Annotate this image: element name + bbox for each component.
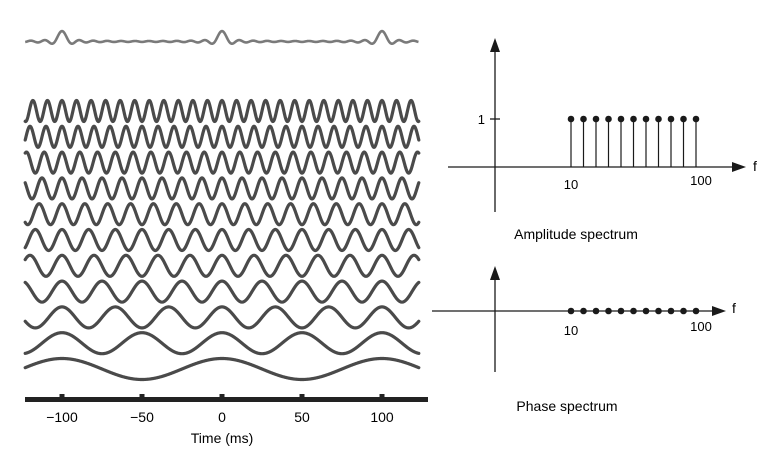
sinusoid-80hz bbox=[23, 176, 421, 201]
phase-point bbox=[630, 307, 637, 315]
amplitude-stems bbox=[567, 115, 700, 167]
sinusoid-10hz bbox=[23, 356, 421, 382]
amplitude-point bbox=[617, 115, 625, 123]
sinusoid-110hz bbox=[23, 98, 421, 124]
amplitude-caption: Amplitude spectrum bbox=[514, 226, 638, 242]
sinusoid-40hz bbox=[23, 279, 421, 304]
phase-point bbox=[667, 307, 675, 315]
phase-point bbox=[567, 307, 575, 315]
amplitude-axis-symbol: f bbox=[753, 158, 757, 174]
phase-point bbox=[680, 307, 687, 315]
sum-waveform bbox=[24, 29, 420, 46]
phase-point bbox=[642, 307, 650, 315]
phase-point bbox=[655, 307, 662, 315]
time-tick bbox=[379, 394, 385, 398]
time-tick-label: −100 bbox=[46, 409, 78, 425]
phase-x-arrow bbox=[712, 306, 726, 316]
time-axis bbox=[25, 397, 428, 402]
sinusoid-50hz bbox=[23, 253, 421, 278]
amplitude-point bbox=[680, 115, 687, 123]
amplitude-spectrum-panel: 1 f 10 100 Amplitude spectrum bbox=[448, 38, 757, 242]
sinusoid-60hz bbox=[23, 227, 421, 253]
amplitude-point bbox=[580, 115, 587, 123]
amplitude-point bbox=[592, 115, 600, 123]
phase-point bbox=[692, 307, 700, 315]
amplitude-point bbox=[692, 115, 700, 123]
amplitude-point bbox=[605, 115, 612, 123]
amplitude-x-arrow bbox=[732, 162, 746, 172]
phase-tick-label-10: 10 bbox=[564, 323, 578, 338]
phase-point bbox=[617, 307, 625, 315]
time-tick-label: 0 bbox=[218, 409, 226, 425]
amplitude-y-tick-label: 1 bbox=[478, 112, 485, 127]
phase-axis-symbol: f bbox=[732, 300, 736, 316]
phase-points bbox=[567, 307, 700, 315]
time-axis-label: Time (ms) bbox=[191, 430, 253, 446]
sinusoid-100hz bbox=[23, 124, 421, 149]
sinusoid-stack bbox=[23, 98, 421, 382]
sinusoid-70hz bbox=[23, 202, 421, 227]
sinusoid-90hz bbox=[23, 150, 421, 175]
phase-caption: Phase spectrum bbox=[516, 398, 617, 414]
phase-point bbox=[592, 307, 600, 315]
time-tick bbox=[299, 394, 305, 398]
phase-point bbox=[580, 307, 587, 315]
amplitude-point bbox=[667, 115, 675, 123]
amplitude-point bbox=[655, 115, 662, 123]
time-tick-label: −50 bbox=[130, 409, 154, 425]
time-tick-label: 100 bbox=[370, 409, 394, 425]
time-tick-label: 50 bbox=[294, 409, 310, 425]
sinusoid-20hz bbox=[23, 331, 421, 356]
phase-y-arrow bbox=[490, 266, 500, 280]
amplitude-point bbox=[567, 115, 575, 123]
time-domain-panel: −100 −50 0 50 100 Time (ms) bbox=[23, 29, 428, 446]
phase-point bbox=[605, 307, 612, 315]
amplitude-point bbox=[630, 115, 637, 123]
amplitude-tick-label-100: 100 bbox=[690, 173, 712, 188]
amplitude-y-arrow bbox=[490, 38, 500, 52]
time-tick bbox=[59, 394, 65, 398]
sinusoid-30hz bbox=[23, 305, 421, 330]
phase-spectrum-panel: f 10 100 Phase spectrum bbox=[432, 266, 736, 414]
time-tick-group: −100 −50 0 50 100 bbox=[46, 394, 394, 425]
phase-tick-label-100: 100 bbox=[690, 319, 712, 334]
amplitude-tick-label-10: 10 bbox=[564, 177, 578, 192]
time-tick bbox=[219, 394, 225, 398]
time-tick bbox=[139, 394, 145, 398]
amplitude-point bbox=[642, 115, 650, 123]
